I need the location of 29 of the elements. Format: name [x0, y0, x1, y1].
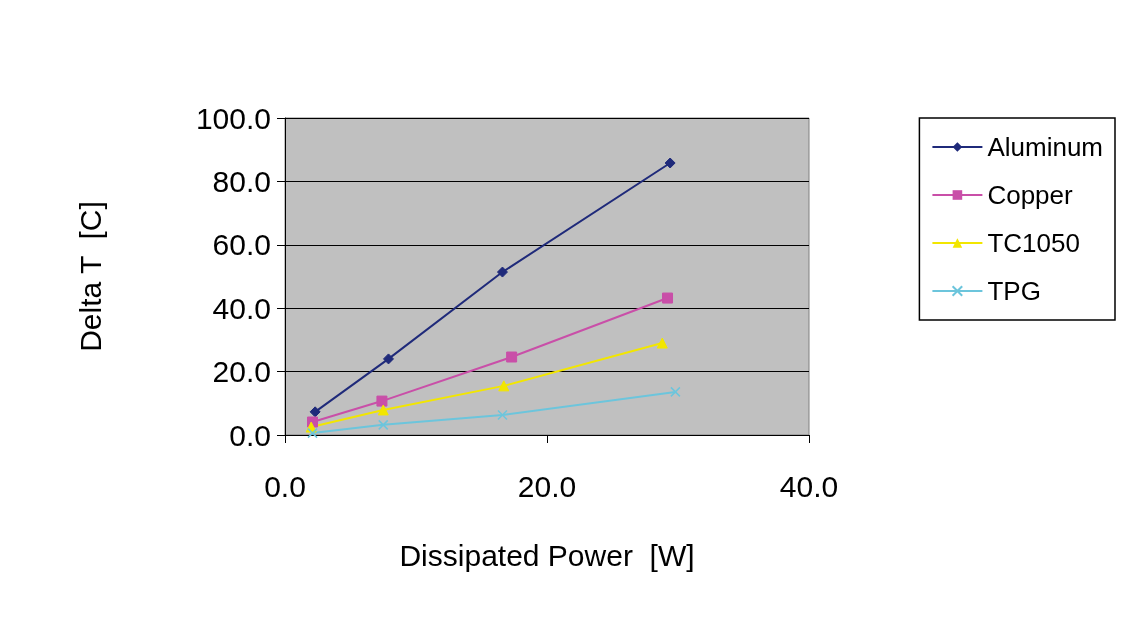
legend-label: TC1050	[987, 228, 1080, 258]
x-tick-label: 40.0	[779, 469, 839, 503]
point	[378, 419, 389, 431]
point	[506, 351, 518, 363]
point	[498, 380, 510, 392]
point	[377, 404, 389, 416]
x-tick-label: 0.0	[264, 469, 306, 503]
y-tick-label: 80.0	[212, 164, 271, 198]
x-axis-title: Dissipated Power [W]	[399, 538, 695, 572]
y-tick-label: 100.0	[195, 101, 271, 135]
y-tick-label: 60.0	[212, 228, 271, 262]
y-tick-label: 20.0	[212, 355, 271, 389]
point	[497, 409, 508, 421]
point	[382, 353, 394, 365]
x-tick-label: 20.0	[517, 469, 577, 503]
legend-label: TPG	[987, 276, 1041, 306]
point	[376, 395, 388, 407]
point	[309, 406, 321, 418]
point	[496, 266, 508, 278]
point	[664, 157, 676, 169]
y-tick-label: 0.0	[229, 418, 271, 452]
y-axis-title: Delta T [C]	[73, 201, 107, 352]
legend-label: Aluminum	[987, 132, 1103, 162]
point	[656, 337, 668, 349]
point	[662, 292, 674, 304]
point	[670, 386, 681, 398]
point	[307, 427, 318, 439]
legend-label: Copper	[987, 180, 1074, 210]
y-tick-label: 40.0	[212, 291, 271, 325]
